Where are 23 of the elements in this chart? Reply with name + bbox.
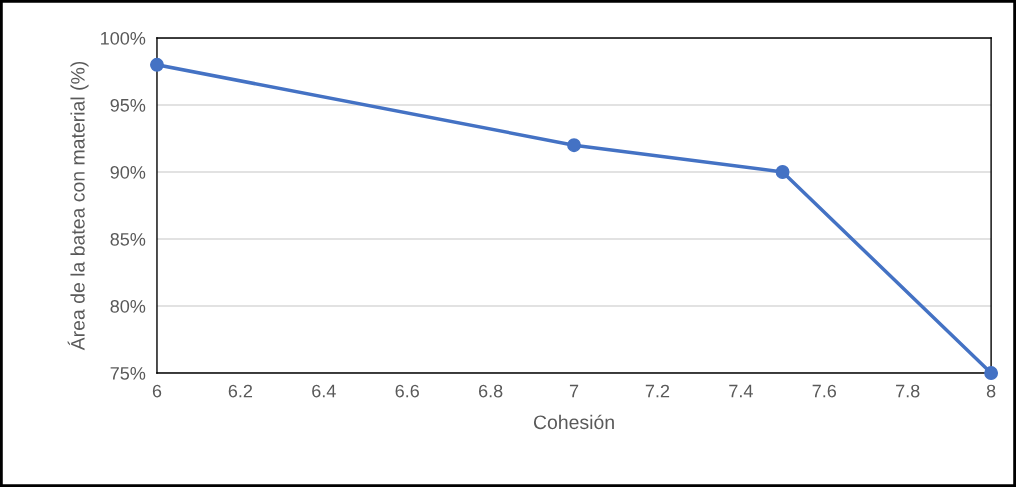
x-tick-label: 7.2 [645, 384, 670, 398]
x-axis-title: Cohesión [533, 414, 614, 430]
y-tick-label: 85% [110, 232, 146, 246]
point [775, 165, 790, 179]
y-tick-label: 80% [110, 299, 146, 313]
x-tick-label: 6.2 [228, 384, 253, 398]
x-tick-label: 7.4 [729, 384, 753, 398]
y-tick-label: 75% [110, 367, 146, 380]
x-tick-label: 6.4 [312, 384, 336, 398]
x-tick-label: 7 [569, 384, 579, 398]
point [150, 57, 164, 72]
x-tick-label: 7.6 [812, 384, 837, 398]
x-tick-label: 6 [152, 384, 162, 398]
x-tick-label: 6.6 [395, 384, 419, 398]
x-tick-label: 8 [986, 384, 996, 398]
y-tick-label: 95% [110, 98, 146, 112]
y-axis-title: Área de la batea con material (%) [67, 61, 89, 351]
x-tick-label: 6.8 [478, 384, 503, 398]
y-tick-label: 100% [101, 31, 146, 45]
x-tick-label: 7.8 [896, 384, 920, 398]
y-tick-label: 90% [110, 165, 146, 179]
point [984, 366, 999, 380]
point [567, 138, 581, 153]
